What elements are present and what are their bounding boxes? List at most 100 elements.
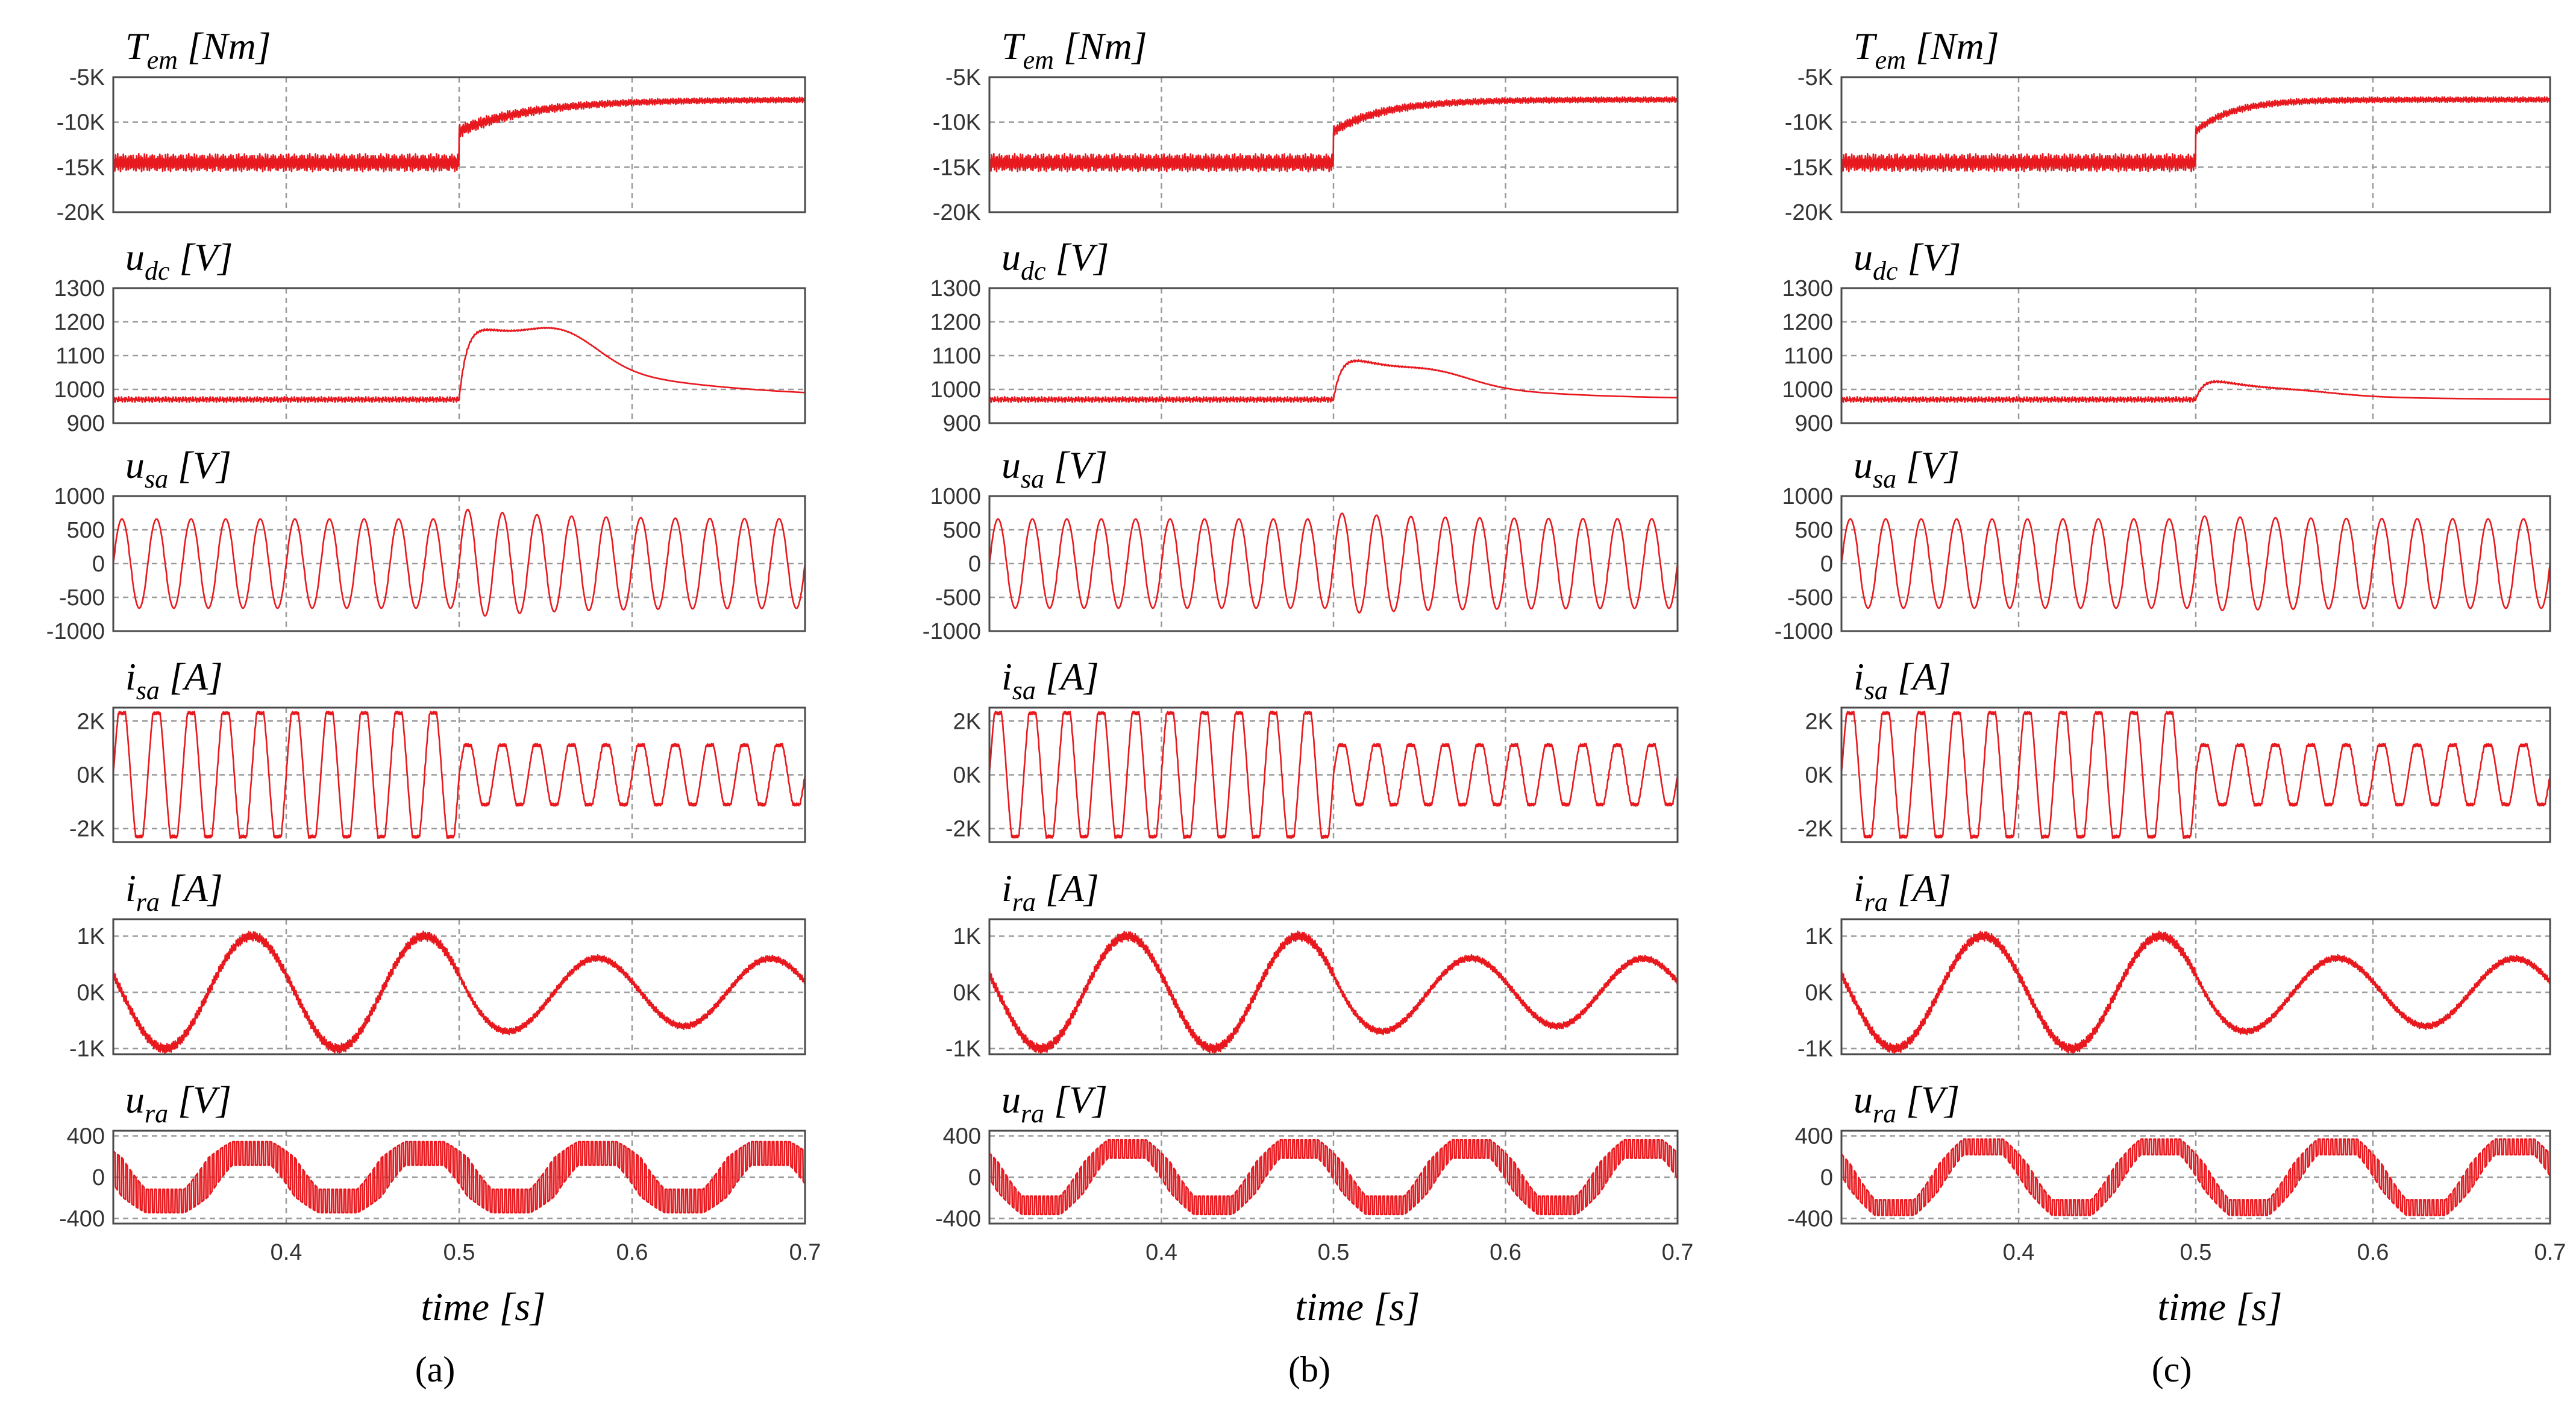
series-line-isa [112,711,806,839]
subplot-ura-3: ura [V] -400 0 400 [1787,1078,2551,1231]
x-tick-label: 0.5 [2180,1240,2212,1265]
x-axis-label: time [s] [421,1285,545,1329]
y-axis-label-unit: [V] [1044,444,1108,486]
subplot-isa-1: isa [A] -2K 0K 2K [69,655,806,843]
y-tick-label: -1000 [46,619,105,644]
y-axis-label-unit: [V] [170,236,233,278]
subplot-ira-2: ira [A] -1K 0K 1K [945,867,1679,1062]
y-axis-label-sub: sa [1021,464,1044,494]
subplot-tem-1: Tem [Nm] -20K -15K -10K -5K [57,25,806,225]
y-tick-label: 1000 [930,484,981,509]
plot-frame [1840,76,2551,213]
y-axis-label: usa [V] [1001,444,1108,494]
y-tick-label: -15K [933,155,981,180]
subplot-isa-2: isa [A] -2K 0K 2K [945,655,1679,843]
y-axis-label-unit: [V] [168,1078,231,1121]
y-axis-label-unit: [A] [1888,655,1951,698]
series-line-ura [113,1140,806,1214]
plot-frame [988,495,1679,632]
y-tick-label: -500 [59,585,105,611]
y-tick-label: 1000 [1782,377,1833,403]
y-tick-label: 1200 [1782,310,1833,335]
series-line-ura [1841,1138,2551,1216]
y-tick-label: 0 [92,1165,105,1190]
subplot-usa-1: usa [V] -1000 -500 0 500 1000 [46,444,806,644]
y-axis-label-main: u [1001,236,1021,278]
y-tick-label: 1K [953,924,981,949]
y-axis-label: Tem [Nm] [1001,25,1147,75]
x-tick-label: 0.7 [2534,1240,2566,1265]
subplot-ura-2: ura [V] -400 0 400 [935,1078,1679,1231]
y-axis-label-main: u [1854,444,1873,486]
plot-frame [1840,1130,2551,1225]
subplot-udc-1: udc [V] 900 1000 1100 1200 1300 [54,236,806,436]
y-axis-label: isa [A] [125,655,223,705]
y-tick-label: 400 [67,1124,105,1149]
y-tick-label: -1K [1797,1037,1833,1062]
y-axis-label-unit: [A] [1036,867,1099,910]
y-tick-label: 0K [953,980,981,1005]
y-tick-label: -2K [1797,817,1833,842]
series-line-isa [1840,711,2551,839]
y-axis-label-unit: [A] [160,655,223,698]
x-tick-label: 0.4 [271,1240,302,1265]
y-tick-label: 1100 [932,344,981,369]
y-tick-label: 1300 [1782,276,1833,301]
y-axis-label-main: u [125,1078,145,1121]
y-tick-label: 500 [943,518,981,543]
y-axis-label-sub: ra [1864,887,1888,917]
series-line-ira [1840,930,2551,1054]
y-axis-label-main: i [1854,867,1864,910]
subplot-udc-2: udc [V] 900 1000 1100 1200 1300 [930,236,1679,436]
y-tick-label: -2K [945,817,981,842]
y-tick-label: 0 [1820,552,1833,577]
x-tick-label: 0.6 [1490,1240,1521,1265]
subplot-isa-3: isa [A] -2K 0K 2K [1797,655,2551,843]
y-tick-label: 1200 [54,310,105,335]
y-tick-label: 0 [968,1165,981,1190]
y-tick-label: -400 [1787,1206,1833,1231]
subfigure-caption: (c) [2152,1350,2192,1389]
plot-frame [988,287,1679,424]
y-tick-label: 0 [92,552,105,577]
y-axis-label-sub: dc [145,256,170,286]
y-axis-label: Tem [Nm] [125,25,271,75]
x-tick-label: 0.6 [616,1240,648,1265]
y-tick-label: -1K [69,1037,105,1062]
y-tick-label: -10K [933,110,981,136]
y-axis-label-sub: dc [1873,256,1898,286]
y-axis-label-sub: ra [136,887,160,917]
y-tick-label: 1000 [1782,484,1833,509]
y-axis-label: udc [V] [1001,236,1109,286]
plot-frame [112,918,806,1055]
y-axis-label-sub: em [147,45,178,75]
y-axis-label: usa [V] [125,444,231,494]
plot-frame [112,495,806,632]
x-tick-label: 0.7 [789,1240,821,1265]
y-axis-label-unit: [V] [1896,1078,1960,1121]
y-tick-label: 1300 [54,276,105,301]
plot-frame [988,918,1679,1055]
y-tick-label: 2K [1805,709,1833,734]
y-tick-label: 900 [1795,411,1833,436]
y-axis-label-main: T [1854,25,1878,68]
y-axis-label-unit: [Nm] [1054,25,1147,68]
y-tick-label: 400 [1795,1124,1833,1149]
plot-frame [1840,918,2551,1055]
y-tick-label: 0K [1805,763,1833,788]
y-axis-label: udc [V] [1854,236,1961,286]
y-axis-label-main: u [1001,444,1021,486]
x-tick-label: 0.6 [2357,1240,2389,1265]
series-line-tem [989,96,1679,173]
series-line-ira [112,930,806,1054]
y-axis-label-unit: [Nm] [1906,25,1999,68]
y-tick-label: 1200 [930,310,981,335]
subplot-tem-3: Tem [Nm] -20K -15K -10K -5K [1785,25,2551,225]
y-tick-label: 1K [77,924,105,949]
y-axis-label-main: i [1001,867,1012,910]
series-line-tem [1841,96,2551,173]
